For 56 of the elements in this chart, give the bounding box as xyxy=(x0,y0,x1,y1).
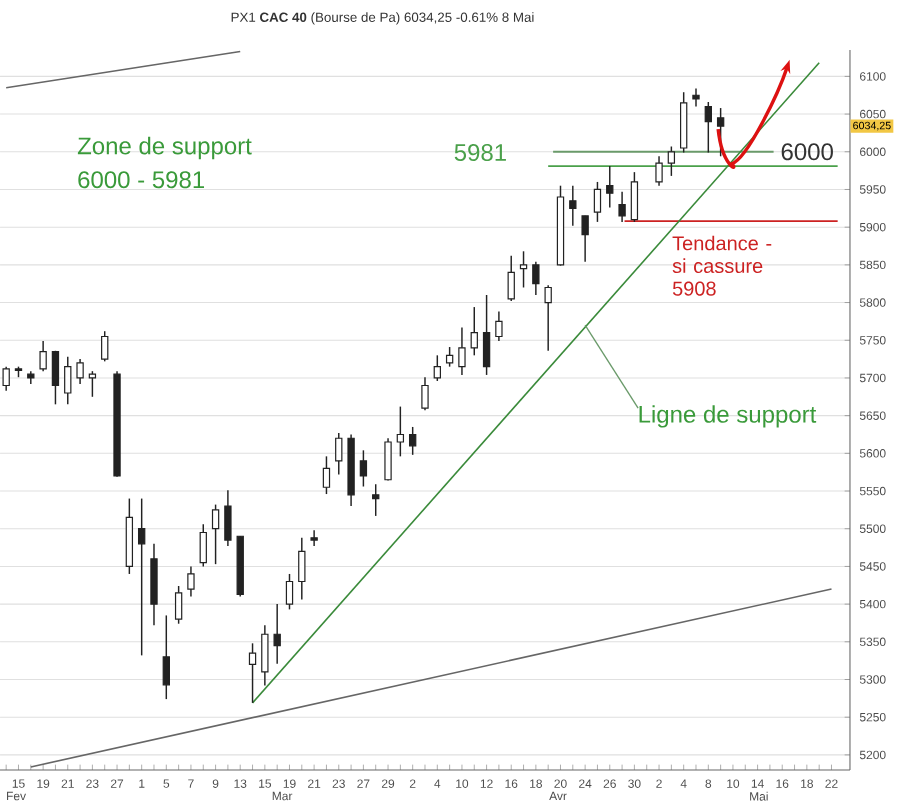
candlestick xyxy=(88,370,97,398)
candlestick xyxy=(51,350,60,406)
candlestick xyxy=(606,165,614,209)
candlestick xyxy=(692,87,700,108)
candlestick xyxy=(581,215,589,263)
candlestick xyxy=(618,190,626,223)
candlestick xyxy=(593,181,602,223)
candlestick xyxy=(630,171,639,223)
candlestick xyxy=(445,346,454,368)
candlestick xyxy=(64,356,72,406)
candlestick xyxy=(322,455,331,495)
candlestick xyxy=(482,294,491,376)
candlestick xyxy=(396,405,405,458)
candlestick xyxy=(372,483,380,517)
candlestick xyxy=(285,573,294,611)
candlestick xyxy=(458,326,466,376)
annotation: Ligne de support xyxy=(639,405,817,428)
candlestick xyxy=(470,306,478,357)
candlestick xyxy=(384,437,392,482)
candlestick xyxy=(2,365,10,392)
candlestick xyxy=(655,155,663,187)
candlestick xyxy=(704,101,712,154)
candlestick xyxy=(187,565,195,598)
candlestick xyxy=(174,585,183,625)
candlestick xyxy=(359,449,368,488)
candlestick xyxy=(680,91,688,154)
candlestick xyxy=(224,489,232,547)
ref-line-label: 6000 xyxy=(781,143,833,161)
candlestick xyxy=(433,354,441,382)
candlestick xyxy=(162,614,170,700)
ref-line-label: Tendance - si cassure 5908 xyxy=(672,235,772,296)
candlestick xyxy=(544,284,552,352)
annotation: Zone de support xyxy=(77,136,252,160)
candlestick xyxy=(519,250,528,289)
candlestick xyxy=(261,624,269,687)
candlestick xyxy=(507,255,515,302)
candlestick xyxy=(421,376,429,412)
candlestick xyxy=(532,261,540,296)
candlestick xyxy=(273,603,281,665)
candlestick xyxy=(76,358,84,385)
candlestick xyxy=(137,497,146,657)
candlestick xyxy=(39,340,47,372)
candlestick xyxy=(298,537,306,601)
candlestick xyxy=(408,426,417,456)
annotation: 6000 - 5981 xyxy=(78,171,205,189)
ref-line-label: 5981 xyxy=(454,144,506,162)
candlestick xyxy=(199,523,207,568)
candlestick xyxy=(335,432,343,476)
candlestick xyxy=(101,330,109,363)
candlestick xyxy=(667,145,676,177)
candlestick xyxy=(310,529,318,547)
candlestick xyxy=(495,310,503,342)
candlestick xyxy=(248,642,257,704)
candlestick xyxy=(150,543,158,626)
candlestick xyxy=(569,184,577,227)
candlestick xyxy=(211,503,220,565)
